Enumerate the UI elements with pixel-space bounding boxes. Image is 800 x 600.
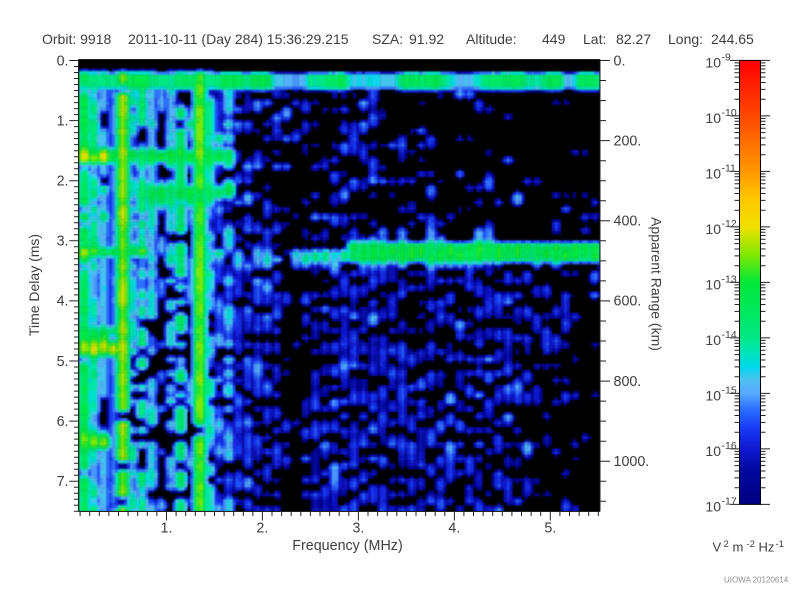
svg-text:-12: -12	[722, 218, 737, 230]
svg-text:91.92: 91.92	[409, 31, 444, 47]
svg-text:5.: 5.	[57, 354, 69, 370]
svg-text:UIOWA 20120614: UIOWA 20120614	[724, 576, 789, 585]
svg-text:V: V	[713, 539, 722, 554]
svg-text:200.: 200.	[614, 133, 642, 149]
svg-text:1.: 1.	[161, 521, 173, 537]
svg-text:1.: 1.	[57, 113, 69, 129]
svg-text:82.27: 82.27	[616, 31, 651, 47]
svg-text:10: 10	[705, 443, 721, 459]
svg-text:10: 10	[705, 498, 721, 514]
svg-text:-1: -1	[776, 539, 784, 550]
svg-text:1000.: 1000.	[614, 454, 650, 470]
svg-text:449: 449	[542, 31, 566, 47]
svg-text:Hz: Hz	[759, 539, 775, 554]
svg-text:-14: -14	[722, 329, 737, 341]
svg-text:3.: 3.	[352, 521, 364, 537]
svg-text:-13: -13	[722, 274, 737, 286]
svg-text:-16: -16	[722, 440, 737, 452]
svg-text:Frequency (MHz): Frequency (MHz)	[292, 538, 402, 554]
svg-text:Long:: Long:	[668, 31, 703, 47]
svg-text:2: 2	[724, 539, 729, 550]
svg-text:2.: 2.	[57, 174, 69, 190]
svg-text:10: 10	[705, 276, 721, 292]
svg-text:600.: 600.	[614, 294, 642, 310]
svg-text:Lat:: Lat:	[583, 31, 606, 47]
svg-text:800.: 800.	[614, 374, 642, 390]
svg-text:0.: 0.	[57, 53, 69, 69]
svg-text:10: 10	[705, 332, 721, 348]
svg-text:10: 10	[705, 165, 721, 181]
svg-text:Orbit: 9918: Orbit: 9918	[42, 31, 111, 47]
svg-text:-10: -10	[722, 107, 737, 119]
svg-text:-2: -2	[747, 539, 755, 550]
svg-text:10: 10	[705, 221, 721, 237]
svg-text:4.: 4.	[448, 521, 460, 537]
svg-text:Altitude:: Altitude:	[466, 31, 517, 47]
svg-text:SZA:: SZA:	[372, 31, 403, 47]
svg-text:-15: -15	[722, 385, 737, 397]
svg-text:0.: 0.	[614, 53, 626, 69]
svg-text:Time Delay (ms): Time Delay (ms)	[26, 234, 42, 336]
svg-text:4.: 4.	[57, 294, 69, 310]
svg-text:400.: 400.	[614, 214, 642, 230]
svg-text:10: 10	[705, 110, 721, 126]
svg-text:-17: -17	[722, 496, 737, 508]
svg-text:2011-10-11 (Day 284) 15:36:29.: 2011-10-11 (Day 284) 15:36:29.215	[128, 31, 349, 47]
svg-text:244.65: 244.65	[711, 31, 754, 47]
svg-text:10: 10	[705, 387, 721, 403]
svg-text:m: m	[733, 539, 744, 554]
svg-text:6.: 6.	[57, 414, 69, 430]
svg-text:2.: 2.	[256, 521, 268, 537]
svg-text:5.: 5.	[544, 521, 556, 537]
svg-text:10: 10	[705, 54, 721, 70]
svg-text:3.: 3.	[57, 234, 69, 250]
svg-text:-11: -11	[722, 163, 737, 175]
svg-text:Apparent Range (km): Apparent Range (km)	[649, 217, 665, 351]
svg-text:-9: -9	[722, 52, 731, 64]
svg-text:7.: 7.	[57, 474, 69, 490]
